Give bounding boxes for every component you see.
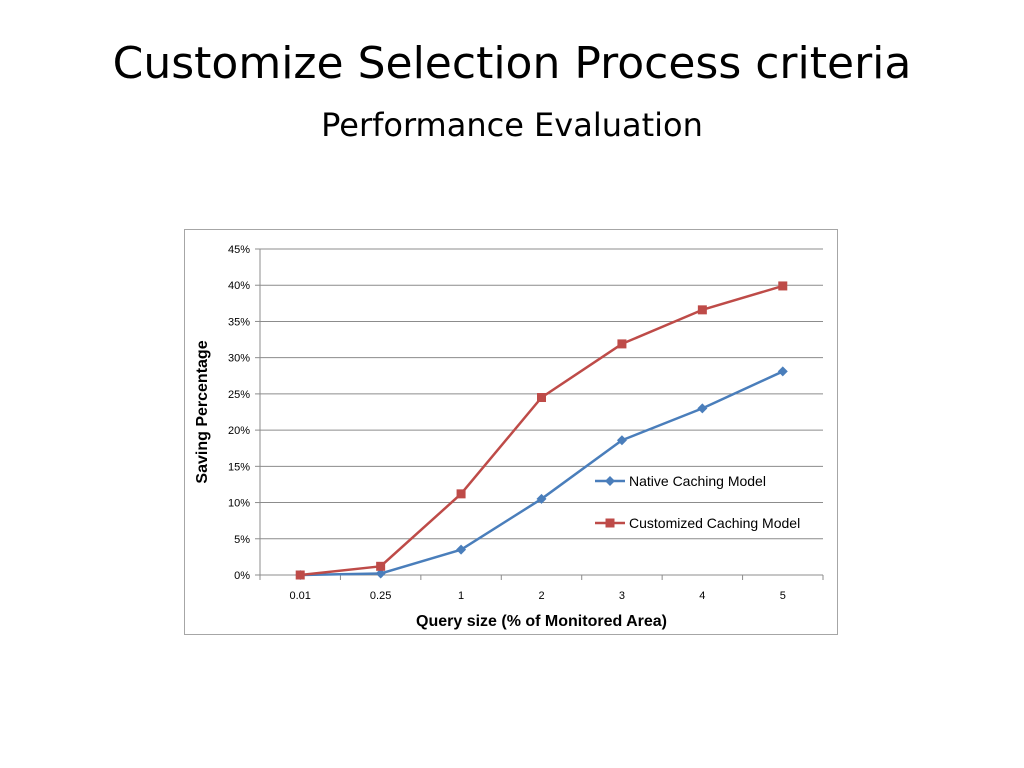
legend-label: Native Caching Model [629,473,766,489]
x-tick-label: 0.25 [370,590,391,602]
data-point [456,544,467,555]
data-point [617,339,627,349]
data-point [536,493,547,504]
legend-label: Customized Caching Model [629,515,800,531]
data-point [295,570,305,580]
y-tick-label: 0% [234,570,250,582]
y-tick-label: 5% [234,534,250,546]
x-tick-label: 4 [699,590,705,602]
y-tick-label: 15% [228,461,250,473]
data-series [295,281,788,580]
slide-subtitle: Performance Evaluation [321,106,703,144]
data-point [456,489,466,499]
x-tick-label: 2 [538,590,544,602]
x-tick-labels: 0.01 0.25 1 2 3 4 5 [290,590,786,602]
x-tick-label: 3 [619,590,625,602]
chart-frame: 0% 5% 10% 15% 20% 25% 30% 35% 40% 45% 0.01 0.25 1 2 3… [184,229,838,635]
legend: Native Caching Model Customized Caching M… [595,473,800,531]
x-tick-label: 1 [458,590,464,602]
y-tick-labels: 0% 5% 10% 15% 20% 25% 30% 35% 40% 45% [228,244,250,582]
legend-item: Native Caching Model [595,473,766,489]
y-tick-label: 40% [228,280,250,292]
data-point [616,435,627,446]
y-tick-label: 10% [228,498,250,510]
y-tick-label: 45% [228,244,250,256]
y-axis-title: Saving Percentage [194,340,211,483]
data-point [697,305,707,315]
y-tick-label: 35% [228,316,250,328]
y-tick-label: 25% [228,389,250,401]
slide-title: Customize Selection Process criteria [112,38,912,89]
data-point [697,403,708,414]
data-point [537,393,546,403]
data-point [375,568,386,579]
x-tick-label: 0.01 [290,590,311,602]
y-tick-label: 30% [228,353,250,365]
data-point [376,561,386,571]
x-tick-label: 5 [780,590,786,602]
x-axis-title: Query size (% of Monitored Area) [416,613,667,630]
line-chart: 0% 5% 10% 15% 20% 25% 30% 35% 40% 45% 0.01 0.25 1 2 3… [194,244,824,630]
legend-item: Customized Caching Model [595,515,800,531]
y-tick-label: 20% [228,425,250,437]
data-point [777,366,788,377]
legend-marker [605,518,615,528]
legend-marker [605,476,615,486]
data-point [778,281,788,291]
series-customized [295,281,788,580]
